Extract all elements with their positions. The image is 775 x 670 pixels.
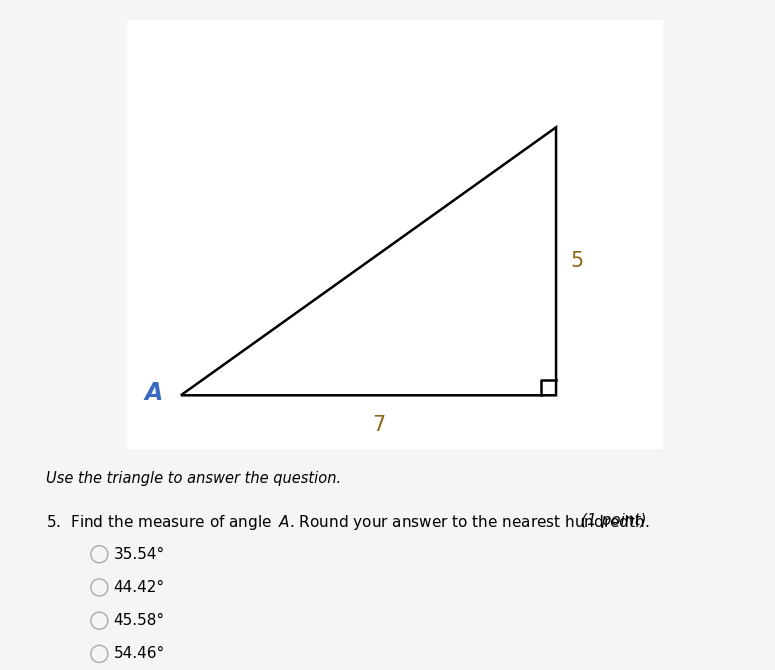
Text: 35.54°: 35.54°	[114, 547, 165, 561]
Text: 7: 7	[373, 415, 386, 435]
Text: 45.58°: 45.58°	[114, 613, 165, 628]
Text: 54.46°: 54.46°	[114, 647, 165, 661]
Text: (1 point): (1 point)	[580, 513, 646, 529]
Text: A: A	[145, 381, 164, 405]
Text: 5: 5	[571, 251, 584, 271]
Text: 5.  Find the measure of angle  $A$. Round your answer to the nearest hundredth.: 5. Find the measure of angle $A$. Round …	[46, 513, 714, 533]
Text: Use the triangle to answer the question.: Use the triangle to answer the question.	[46, 470, 341, 486]
Text: 44.42°: 44.42°	[114, 580, 165, 595]
FancyBboxPatch shape	[122, 16, 669, 453]
